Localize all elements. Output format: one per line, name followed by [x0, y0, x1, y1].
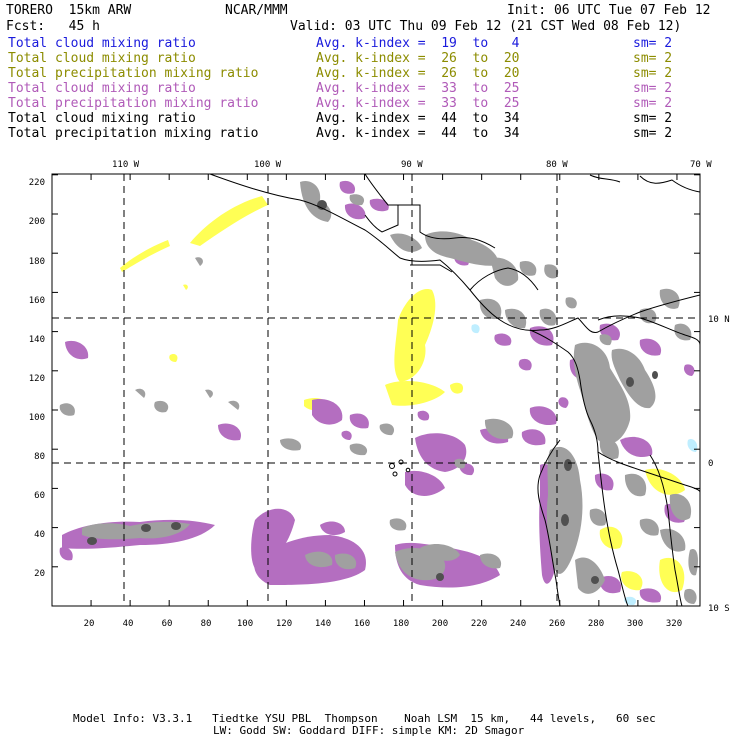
y-tick-label: 60: [34, 491, 45, 501]
org-label: NCAR/MMM: [225, 3, 288, 18]
dark-cores: [87, 200, 658, 584]
legend-sm: sm= 2: [633, 111, 673, 126]
legend-field: Total cloud mixing ratio: [8, 81, 196, 96]
y-axis: 220 200 180 160 140 120 100 80 60 40 20: [29, 178, 45, 579]
legend-field: Total precipitation mixing ratio: [8, 96, 259, 111]
legend-sm: sm= 2: [633, 81, 673, 96]
legend-kindex: Avg. k-index = 26 to 20: [316, 66, 520, 81]
y-tick-label: 140: [29, 335, 45, 345]
x-tick-label: 260: [549, 619, 565, 629]
y-tick-label: 40: [34, 530, 45, 540]
x-tick-label: 280: [588, 619, 604, 629]
y-tick-label: 200: [29, 217, 45, 227]
y-tick-label: 180: [29, 257, 45, 267]
gray-fields: [59, 180, 698, 604]
y-tick-label: 100: [29, 413, 45, 423]
y-tick-label: 160: [29, 296, 45, 306]
legend-field: Total precipitation mixing ratio: [8, 66, 259, 81]
y-tick-label: 20: [34, 569, 45, 579]
legend-field: Total cloud mixing ratio: [8, 51, 196, 66]
x-tick-label: 80: [201, 619, 212, 629]
lon-label: 90 W: [401, 160, 423, 170]
x-tick-label: 40: [123, 619, 134, 629]
legend-kindex: Avg. k-index = 26 to 20: [316, 51, 520, 66]
legend-kindex: Avg. k-index = 19 to 4: [316, 36, 520, 51]
lat-lon-grid: [52, 174, 700, 606]
legend-kindex: Avg. k-index = 44 to 34: [316, 126, 520, 141]
x-axis: 20 40 60 80 100 120 140 160 180 200 220 …: [84, 619, 683, 629]
legend-sm: sm= 2: [633, 126, 673, 141]
legend-kindex: Avg. k-index = 33 to 25: [316, 96, 520, 111]
x-tick-label: 320: [666, 619, 682, 629]
yellow-fields: [120, 196, 685, 593]
lat-label: 10 S: [708, 604, 730, 614]
legend-sm: sm= 2: [633, 66, 673, 81]
x-tick-label: 220: [471, 619, 487, 629]
x-tick-label: 20: [84, 619, 95, 629]
init-time: Init: 06 UTC Tue 07 Feb 12: [507, 3, 711, 18]
x-tick-label: 300: [627, 619, 643, 629]
legend-field: Total cloud mixing ratio: [8, 111, 196, 126]
legend-field: Total cloud mixing ratio: [8, 36, 196, 51]
lat-label: 10 N: [708, 315, 730, 325]
x-tick-label: 200: [432, 619, 448, 629]
y-tick-label: 220: [29, 178, 45, 188]
lon-label: 80 W: [546, 160, 568, 170]
x-tick-label: 240: [510, 619, 526, 629]
tick-marks: [51, 174, 700, 607]
legend-field: Total precipitation mixing ratio: [8, 126, 259, 141]
cyan-fields: [471, 324, 698, 606]
legend-sm: sm= 2: [633, 96, 673, 111]
physics-info: LW: Godd SW: Goddard DIFF: simple KM: 2D…: [213, 724, 525, 737]
x-tick-label: 160: [354, 619, 370, 629]
legend-kindex: Avg. k-index = 44 to 34: [316, 111, 520, 126]
y-tick-label: 80: [34, 452, 45, 462]
legend-sm: sm= 2: [633, 36, 673, 51]
x-tick-label: 60: [162, 619, 173, 629]
valid-time: Valid: 03 UTC Thu 09 Feb 12 (21 CST Wed …: [290, 19, 682, 34]
x-tick-label: 140: [315, 619, 331, 629]
legend-kindex: Avg. k-index = 33 to 25: [316, 81, 520, 96]
legend-sm: sm= 2: [633, 51, 673, 66]
forecast-hour: Fcst: 45 h: [6, 19, 100, 34]
coastlines: [209, 174, 700, 606]
model-title: TORERO 15km ARW: [6, 3, 132, 18]
x-tick-label: 100: [237, 619, 253, 629]
lon-label: 70 W: [690, 160, 712, 170]
model-info: Model Info: V3.3.1 Tiedtke YSU PBL Thomp…: [73, 712, 656, 725]
map-frame: [51, 173, 701, 607]
lon-label: 110 W: [112, 160, 140, 170]
lat-label: 0: [708, 459, 713, 469]
x-tick-label: 180: [393, 619, 409, 629]
x-tick-label: 120: [276, 619, 292, 629]
lon-label: 100 W: [254, 160, 282, 170]
y-tick-label: 120: [29, 374, 45, 384]
